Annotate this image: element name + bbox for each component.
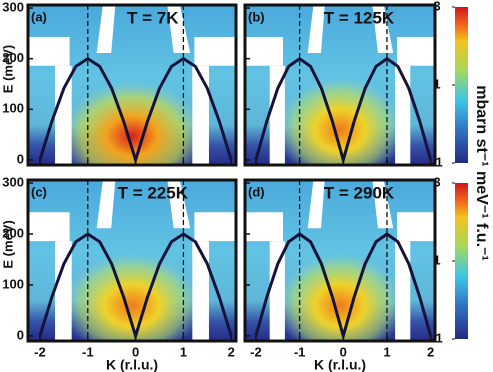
colorbar [455,7,468,163]
x-tick-label: 0 [340,344,347,359]
no-data [307,5,325,53]
x-tick-label: -2 [34,344,46,359]
y-axis-label: E (meV) [0,45,15,93]
x-tick-label: -1 [294,344,306,359]
colorbar-tick-label: -1 [431,154,443,169]
x-tick-label: -1 [82,344,94,359]
panel-frame [243,3,437,167]
y-tick-label: 300 [2,0,24,14]
no-data [269,241,285,341]
no-data [397,37,435,66]
heatmap [28,5,236,165]
no-data [245,37,283,66]
y-tick-label: 200 [2,50,24,65]
no-data [194,37,236,66]
panel-label: (d) [248,184,265,199]
no-data [245,212,283,242]
dispersion-curve [38,56,233,165]
no-data [96,180,116,229]
panel-frame [243,178,437,343]
no-data [372,180,394,229]
no-data [395,241,411,341]
no-data [269,65,285,165]
no-data [55,241,72,341]
y-tick-label: 100 [2,276,24,291]
panel-title: T = 225K [118,183,189,202]
x-tick-label: 2 [427,344,434,359]
colorbar-tick-label: -1 [431,330,443,345]
x-tick-label: 1 [180,344,187,359]
no-data [28,212,70,242]
panel-frame [26,178,238,343]
no-data [192,241,209,341]
y-tick-label: 0 [17,327,24,342]
dispersion-curve [254,56,433,165]
y-axis-label: E (meV) [0,220,15,268]
panel-title: T = 290K [324,183,395,202]
no-data [167,5,191,53]
no-data [55,65,72,165]
no-data [395,65,411,165]
no-data [397,212,435,242]
no-data [28,37,70,66]
dispersion-curve [254,232,433,341]
y-tick-label: 300 [2,174,24,189]
x-tick-label: 2 [228,344,235,359]
no-data [192,65,209,165]
x-tick-label: -2 [250,344,262,359]
no-data [96,5,116,53]
panel-label: (b) [248,9,265,24]
dispersion-curve [38,232,233,341]
no-data [372,5,394,53]
y-tick-label: 200 [2,225,24,240]
colorbar-tick-label: 1 [433,252,440,267]
no-data [194,212,236,242]
heatmap [245,5,435,165]
panel-frame [26,3,238,167]
panel-label: (a) [31,9,47,24]
colorbar-tick-label: 3 [433,0,440,13]
panel-title: T = 125K [324,8,395,27]
y-tick-label: 0 [17,151,24,166]
x-tick-label: 1 [383,344,390,359]
no-data [167,180,191,229]
heatmap [28,180,236,341]
heatmap [245,180,435,341]
no-data [307,180,325,229]
x-axis-label: K (r.l.u.) [314,357,366,372]
colorbar [455,183,468,339]
colorbar-tick-label: 3 [433,174,440,189]
panel-title: T = 7K [127,8,179,27]
y-tick-label: 100 [2,101,24,116]
x-axis-label: K (r.l.u.) [106,357,158,372]
colorbar-label: mbarn st⁻¹ meV⁻¹ f.u.⁻¹ [473,85,490,261]
panel-label: (c) [31,184,47,199]
colorbar-tick-label: 1 [433,76,440,91]
x-tick-label: 0 [132,344,139,359]
